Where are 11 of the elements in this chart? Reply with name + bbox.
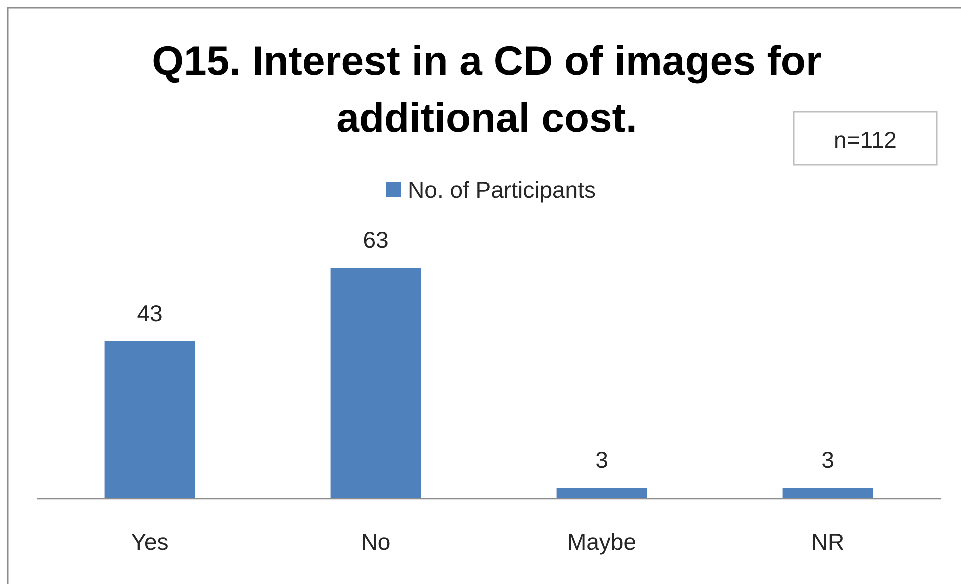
x-tick-label: No	[361, 529, 391, 555]
data-label: 63	[363, 227, 389, 253]
data-label: 3	[596, 447, 608, 473]
legend-label: No. of Participants	[408, 177, 596, 204]
chart-title: Q15. Interest in a CD of images for additional cost.	[152, 38, 822, 141]
data-label: 3	[822, 447, 834, 473]
data-label: 43	[137, 300, 163, 326]
x-tick-label: NR	[811, 529, 845, 555]
x-tick-label: Yes	[131, 529, 169, 555]
x-tick-label: Maybe	[567, 529, 637, 555]
text: n=112	[834, 127, 897, 153]
